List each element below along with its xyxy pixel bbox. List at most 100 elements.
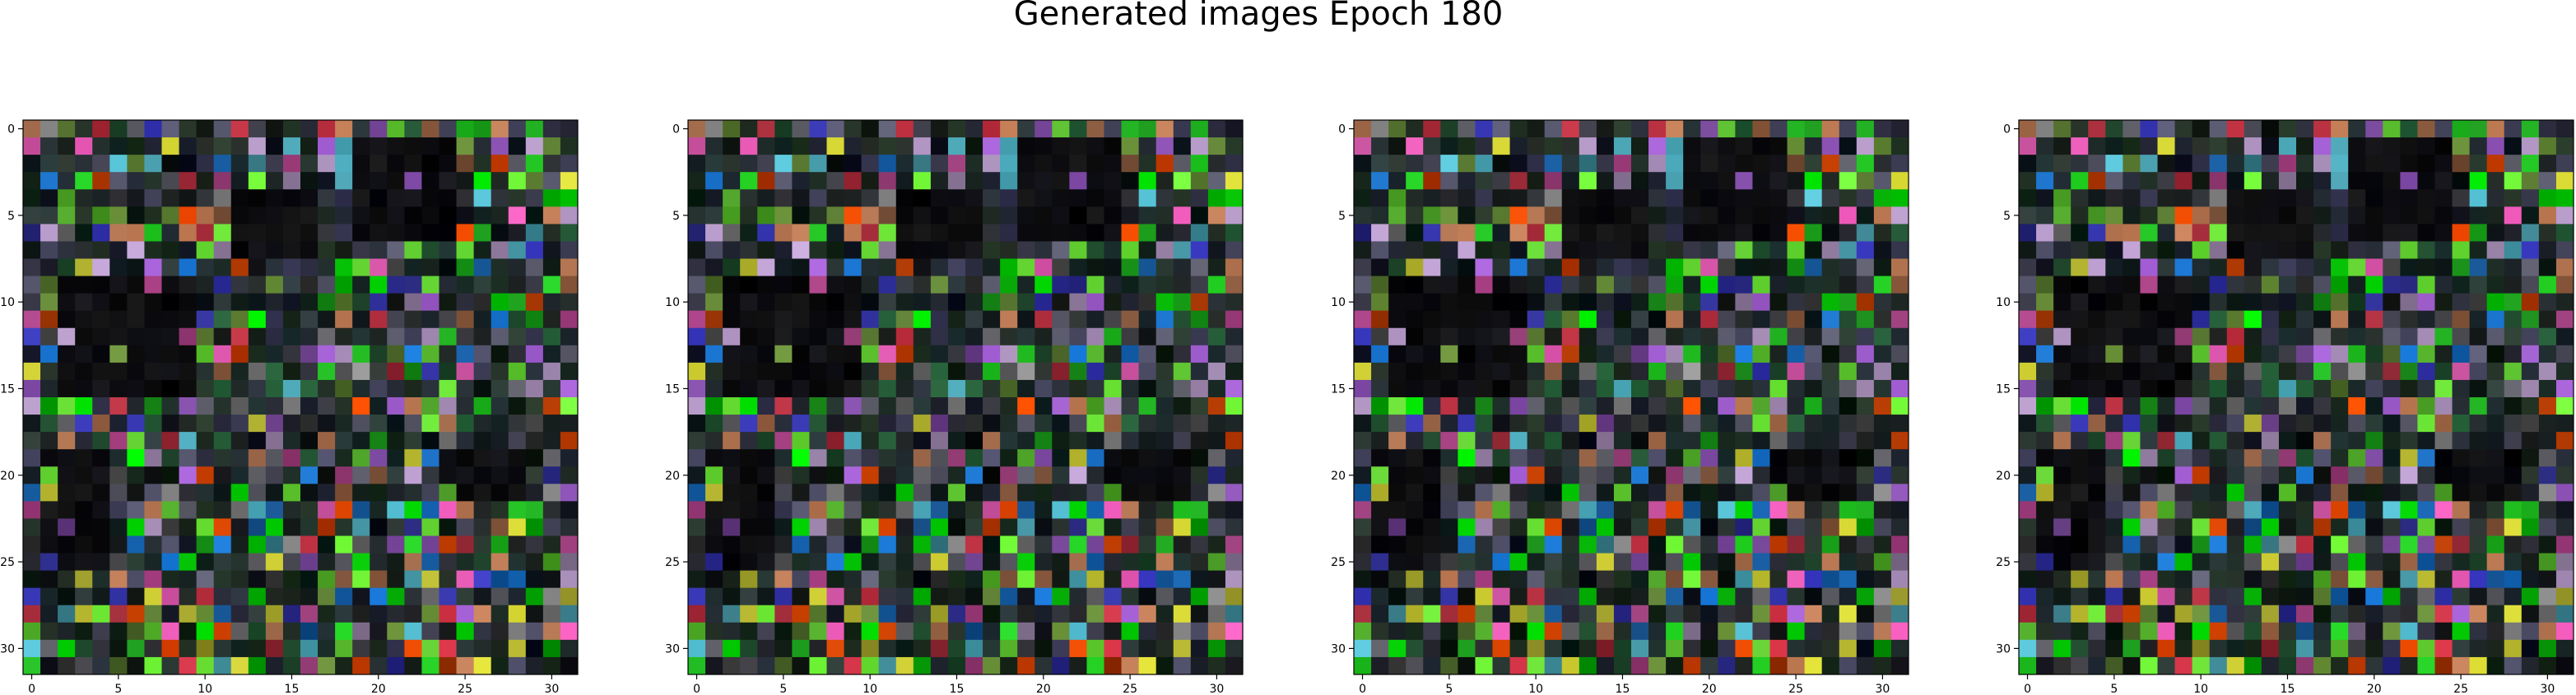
pixel <box>1700 241 1718 259</box>
pixel <box>508 327 527 346</box>
pixel <box>387 484 405 502</box>
pixel <box>109 155 128 173</box>
pixel <box>560 449 579 467</box>
pixel <box>1492 224 1510 242</box>
pixel <box>1104 345 1122 364</box>
pixel <box>878 501 897 519</box>
pixel <box>2105 224 2123 242</box>
pixel <box>757 189 775 207</box>
pixel <box>1648 172 1667 190</box>
pixel <box>2071 535 2089 554</box>
pixel <box>265 155 284 173</box>
pixel <box>300 224 319 242</box>
pixel <box>2296 397 2314 415</box>
pixel <box>1648 189 1667 207</box>
pixel <box>757 120 775 138</box>
pixel <box>1718 622 1736 641</box>
pixel <box>2140 137 2158 155</box>
pixel <box>1648 535 1667 554</box>
pixel <box>792 518 810 536</box>
pixel <box>1718 397 1736 415</box>
pixel <box>2469 587 2488 606</box>
pixel <box>2123 258 2141 276</box>
pixel <box>1000 553 1018 572</box>
pixel <box>2348 189 2366 207</box>
pixel <box>161 379 179 398</box>
pixel <box>1225 639 1244 658</box>
pixel <box>965 345 983 364</box>
pixel <box>2365 415 2383 433</box>
pixel <box>2383 327 2401 346</box>
pixel <box>23 518 41 536</box>
pixel <box>2278 466 2297 484</box>
pixel <box>179 501 198 519</box>
pixel <box>2036 206 2054 225</box>
pixel <box>1138 362 1157 381</box>
pixel <box>1752 172 1770 190</box>
pixel <box>491 241 509 259</box>
pixel <box>2486 432 2505 450</box>
pixel <box>2383 535 2401 554</box>
pixel <box>2174 155 2193 173</box>
pixel <box>1155 587 1174 606</box>
pixel <box>404 120 422 138</box>
pixel <box>127 276 145 294</box>
pixel <box>318 656 336 675</box>
pixel <box>2088 258 2106 276</box>
pixel <box>930 241 949 259</box>
pixel <box>2469 535 2488 554</box>
pixel <box>213 362 232 381</box>
pixel <box>2071 587 2089 606</box>
pixel <box>23 415 41 433</box>
pixel <box>1683 605 1701 623</box>
pixel <box>895 605 914 623</box>
pixel <box>861 379 880 398</box>
pixel <box>300 415 319 433</box>
pixel <box>213 327 232 346</box>
pixel <box>1544 155 1563 173</box>
pixel <box>913 432 932 450</box>
pixel <box>2400 553 2418 572</box>
pixel <box>1527 172 1546 190</box>
pixel <box>179 345 198 364</box>
pixel <box>2088 155 2106 173</box>
pixel <box>2123 656 2141 675</box>
pixel <box>2192 432 2211 450</box>
pixel <box>1138 587 1157 606</box>
pixel <box>1388 570 1407 589</box>
pixel <box>930 449 949 467</box>
pixel <box>2434 587 2453 606</box>
pixel <box>1371 535 1389 554</box>
pixel <box>473 362 492 381</box>
pixel <box>1752 276 1770 294</box>
pixel <box>335 553 353 572</box>
pixel <box>1631 206 1649 225</box>
pixel <box>2400 345 2418 364</box>
pixel <box>109 605 128 623</box>
pixel <box>1683 553 1701 572</box>
pixel <box>473 258 492 276</box>
pixel <box>491 120 509 138</box>
pixel <box>1752 656 1770 675</box>
pixel <box>1086 397 1104 415</box>
pixel <box>473 379 492 398</box>
pixel <box>983 206 1001 225</box>
pixel <box>809 518 827 536</box>
pixel <box>2469 656 2488 675</box>
pixel <box>1509 155 1528 173</box>
pixel <box>40 622 58 641</box>
pixel <box>1052 484 1070 502</box>
pixel <box>983 172 1001 190</box>
pixel <box>1856 327 1875 346</box>
pixel <box>560 415 579 433</box>
pixel <box>1544 622 1563 641</box>
pixel <box>1613 293 1632 312</box>
pixel <box>387 310 405 329</box>
pixel <box>844 120 863 138</box>
pixel <box>1000 449 1018 467</box>
pixel <box>2452 224 2471 242</box>
pixel <box>1613 484 1632 502</box>
pixel <box>387 656 405 675</box>
pixel <box>1354 449 1372 467</box>
pixel <box>213 397 232 415</box>
